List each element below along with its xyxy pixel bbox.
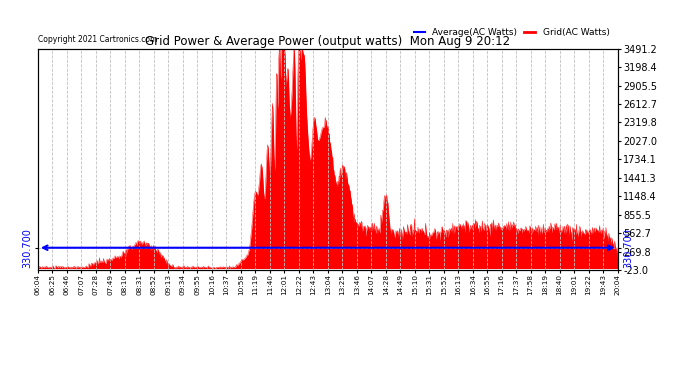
Legend: Average(AC Watts), Grid(AC Watts): Average(AC Watts), Grid(AC Watts) <box>411 24 613 41</box>
Text: Copyright 2021 Cartronics.com: Copyright 2021 Cartronics.com <box>38 35 157 44</box>
Title: Grid Power & Average Power (output watts)  Mon Aug 9 20:12: Grid Power & Average Power (output watts… <box>145 34 511 48</box>
